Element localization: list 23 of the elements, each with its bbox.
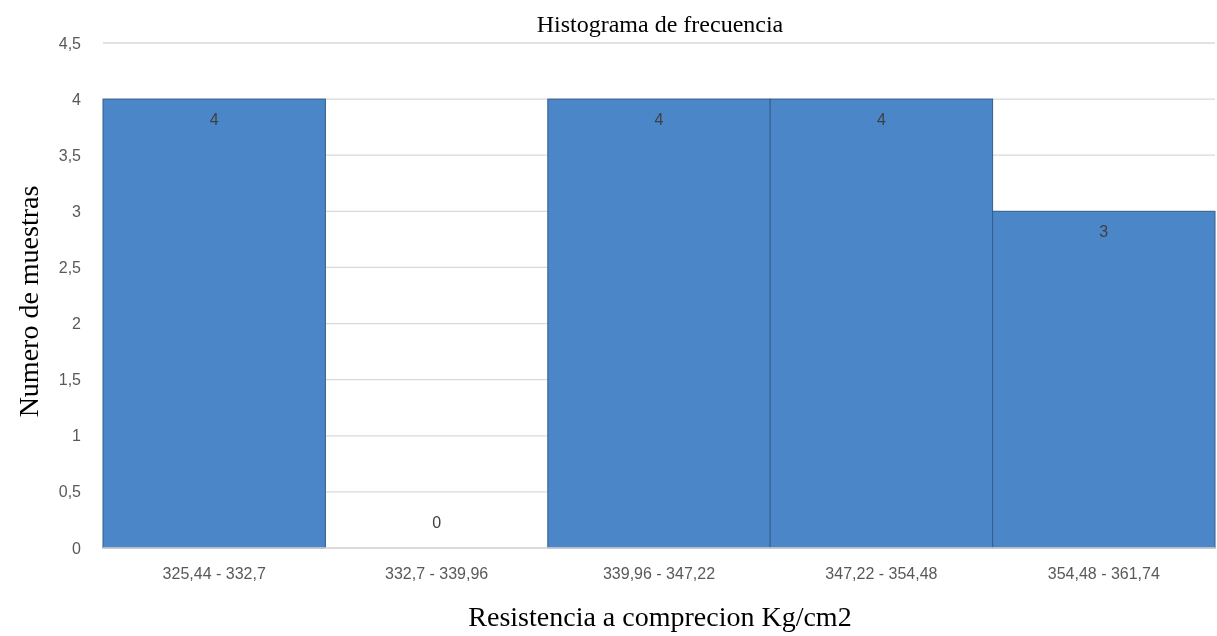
- data-label: 4: [876, 111, 886, 129]
- data-label: 4: [209, 111, 219, 129]
- y-tick-label: 0: [72, 539, 82, 557]
- y-tick-label: 0,5: [58, 483, 82, 501]
- data-label: 0: [432, 514, 442, 531]
- y-tick-label: 1,5: [58, 371, 82, 389]
- y-tick-label: 2,5: [58, 259, 82, 277]
- chart-title: Histograma de frecuencia: [536, 11, 784, 37]
- data-label: 4: [654, 111, 664, 129]
- x-tick-label: 332,7 - 339,96: [385, 565, 489, 582]
- x-tick-label: 347,22 - 354,48: [825, 565, 938, 582]
- x-tick-label: 339,96 - 347,22: [602, 565, 716, 582]
- y-tick-label: 3: [72, 202, 82, 220]
- y-tick-label: 4,5: [58, 34, 82, 52]
- x-tick-label: 354,48 - 361,74: [1047, 565, 1160, 582]
- x-axis-title: Resistencia a comprecion Kg/cm2: [468, 601, 852, 632]
- x-tick-label: 325,44 - 332,7: [162, 565, 266, 582]
- y-tick-label: 1: [72, 427, 82, 445]
- y-tick-label: 3,5: [58, 146, 82, 164]
- y-tick-label: 4: [72, 90, 82, 108]
- y-tick-label: 2: [72, 315, 82, 333]
- data-label: 3: [1099, 223, 1109, 241]
- y-axis-title: Numero de muestras: [13, 185, 44, 418]
